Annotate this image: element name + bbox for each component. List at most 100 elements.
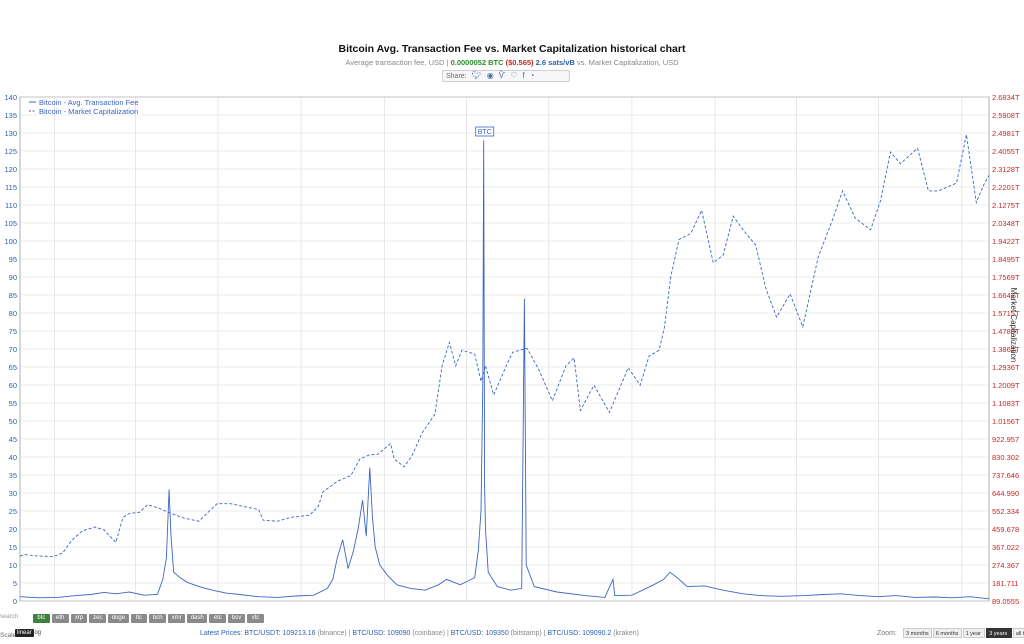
twitter-icon[interactable]: 🐦︎ (471, 71, 482, 80)
right-tick-label: 1.8495T (992, 255, 1020, 264)
left-tick-label: 125 (4, 147, 17, 156)
price-pair-link[interactable]: BTC/USD: 109090.2 (547, 630, 614, 637)
right-tick-label: 922.957 (992, 435, 1019, 444)
coin-tab-btc[interactable]: btc (33, 614, 50, 623)
left-tick-label: 135 (4, 111, 17, 120)
left-tick-label: 50 (9, 417, 17, 426)
marketcap-series-line (19, 134, 990, 557)
zoom-3-years[interactable]: 3 years (986, 628, 1012, 638)
right-tick-label: 274.367 (992, 561, 1019, 570)
bottom-bar: search btc eth xrp zec doge ltc bch xmr dash etc b… (0, 613, 1024, 644)
fee-usd-value: ($0.565) (505, 58, 534, 67)
right-tick-label: 367.022 (992, 543, 1019, 552)
right-tick-label: 2.2201T (992, 183, 1020, 192)
coin-tab-dash[interactable]: dash (187, 614, 208, 623)
coin-tab-bch[interactable]: bch (149, 614, 167, 623)
legend-label: Bitcoin - Avg. Transaction Fee (39, 98, 139, 107)
right-tick-label: 2.6834T (992, 93, 1020, 102)
reddit-icon[interactable]: ◉ (486, 71, 494, 80)
annotation-box (475, 126, 495, 137)
scale-log-button[interactable]: log (33, 630, 42, 636)
latest-prices-label: Latest Prices: (200, 630, 245, 637)
right-tick-label: 1.7569T (992, 273, 1020, 282)
chart-subtitle: Average transaction fee, USD | 0.0000052… (0, 58, 1024, 67)
coin-tab-doge[interactable]: doge (108, 614, 129, 623)
left-tick-label: 75 (9, 327, 17, 336)
fee-sats-value: 2.6 sats/vB (535, 58, 575, 67)
left-tick-label: 90 (9, 273, 17, 282)
price-pair-link[interactable]: BTC/USD: 109350 (450, 630, 511, 637)
fee-series-line (19, 140, 990, 600)
price-pair-link[interactable]: BTC/USDT: 109213.16 (244, 630, 318, 637)
right-tick-label: 1.4789T (992, 327, 1020, 336)
right-tick-label: 181.711 (992, 579, 1019, 588)
like-icon[interactable]: ♡ (510, 71, 518, 80)
right-tick-label: 89.0555 (992, 597, 1019, 605)
right-tick-label: 1.3862T (992, 345, 1020, 354)
weibo-icon[interactable]: ◔ (529, 71, 535, 80)
right-tick-label: 1.2936T (992, 363, 1020, 372)
facebook-icon[interactable]: f (522, 71, 525, 80)
right-tick-label: 1.0156T (992, 417, 1020, 426)
left-tick-label: 35 (9, 471, 17, 480)
left-tick-label: 30 (9, 489, 17, 498)
coin-tab-etc[interactable]: etc (209, 614, 227, 623)
left-tick-label: 15 (9, 543, 17, 552)
vk-icon[interactable]: Ѷ (498, 71, 506, 80)
coin-tab-ltc[interactable]: ltc (130, 614, 148, 623)
price-separator: | (346, 630, 353, 637)
coin-tab-bsv[interactable]: bsv (228, 614, 245, 623)
left-tick-label: 65 (9, 363, 17, 372)
left-tick-label: 40 (9, 453, 17, 462)
left-tick-label: 80 (9, 309, 17, 318)
coin-tab-xmr[interactable]: xmr (168, 614, 185, 623)
left-tick-label: 110 (5, 201, 17, 210)
price-exchange: (binance) (317, 630, 347, 637)
right-tick-label: 2.1275T (992, 201, 1020, 210)
coin-tab-xrp[interactable]: xrp (70, 614, 88, 623)
fee-vs-marketcap-chart[interactable]: 0 5 10 15 20 25 30 35 40 45 50 55 60 65 70 75 80 85 90 95 10… (0, 85, 1024, 605)
price-exchange: (coinbase) (412, 630, 446, 637)
price-separator: | (541, 630, 548, 637)
right-tick-label: 1.2009T (992, 381, 1020, 390)
coin-tab-vtc[interactable]: vtc (247, 614, 264, 623)
share-label: Share: (446, 72, 467, 80)
coin-tab-zec[interactable]: zec (89, 614, 107, 623)
subtitle-suffix: vs. Market Capitalization, USD (576, 58, 679, 67)
zoom-1-year[interactable]: 1 year (962, 628, 986, 638)
coin-tab-eth[interactable]: eth (51, 614, 69, 623)
zoom-all-time[interactable]: all time (1012, 628, 1024, 638)
right-tick-label: 552.334 (992, 507, 1019, 516)
left-tick-label: 70 (9, 345, 17, 354)
right-axis-title: Market Capitalization (1009, 288, 1018, 363)
fee-btc-value: 0.0000052 BTC (450, 58, 504, 67)
left-tick-label: 115 (5, 183, 17, 192)
left-tick-label: 45 (9, 435, 17, 444)
right-tick-label: 1.1083T (992, 399, 1020, 408)
left-tick-label: 140 (4, 93, 17, 102)
left-tick-label: 10 (9, 561, 17, 570)
share-bar: Share: 🐦︎ ◉ Ѷ ♡ f ◔ (442, 70, 570, 82)
zoom-6-months[interactable]: 6 months (932, 628, 962, 638)
price-exchange: (bitstamp) (510, 630, 542, 637)
right-tick-label: 459.678 (992, 525, 1019, 534)
annotation-label: BTC (478, 129, 492, 136)
right-tick-label: 2.3128T (992, 165, 1020, 174)
right-tick-label: 2.4981T (992, 129, 1020, 138)
left-tick-label: 0 (13, 597, 17, 605)
left-tick-label: 95 (9, 255, 17, 264)
zoom-3-months[interactable]: 3 months (903, 628, 932, 638)
series-layer (19, 134, 990, 600)
left-tick-label: 5 (13, 579, 17, 588)
price-exchange: (kraken) (613, 630, 639, 637)
zoom-label: Zoom: (877, 630, 897, 637)
coin-search-input[interactable]: search (0, 614, 19, 620)
right-tick-label: 644.990 (992, 489, 1019, 498)
left-tick-label: 105 (4, 219, 17, 228)
chart-title: Bitcoin Avg. Transaction Fee vs. Market … (338, 43, 686, 55)
left-tick-label: 20 (9, 525, 17, 534)
right-tick-label: 1.5715T (992, 309, 1020, 318)
price-pair-link[interactable]: BTC/USD: 109090 (352, 630, 413, 637)
scale-linear-button[interactable]: linear (15, 629, 34, 637)
